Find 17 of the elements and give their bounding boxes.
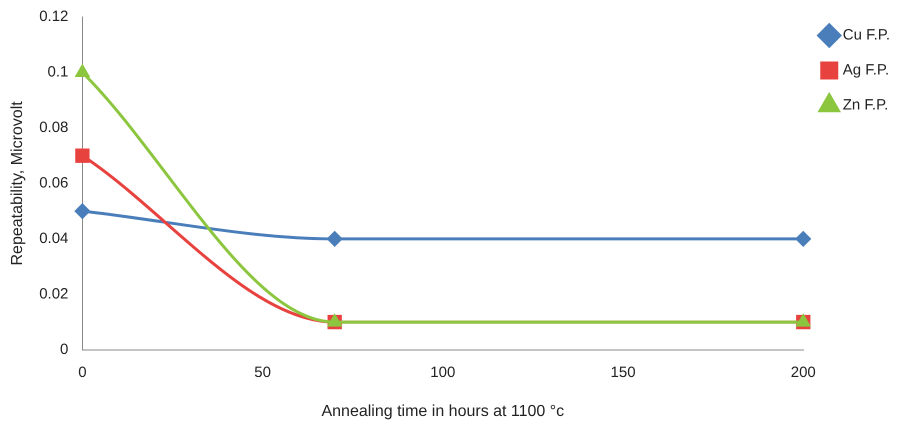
- legend-label: Zn F.P.: [842, 96, 888, 114]
- legend-label: Ag F.P.: [842, 62, 890, 79]
- x-axis-title: Annealing time in hours at 1100 °c: [321, 402, 564, 420]
- y-axis-title: Repeatability, Microvolt: [9, 100, 26, 266]
- y-tick-label: 0: [60, 340, 68, 358]
- x-tick-label: 200: [790, 364, 816, 381]
- y-tick-label: 0.08: [39, 119, 68, 136]
- y-tick-label: 0.04: [39, 230, 68, 248]
- y-tick-label: 0.06: [39, 174, 68, 192]
- y-tick-label: 0.12: [39, 8, 68, 26]
- x-tick-label: 150: [610, 364, 636, 381]
- y-tick-label: 0.02: [39, 285, 68, 302]
- legend-label: Cu F.P.: [842, 26, 890, 44]
- x-tick-label: 100: [430, 364, 456, 381]
- x-tick-label: 0: [78, 364, 87, 381]
- x-tick-label: 50: [254, 364, 271, 381]
- y-tick-label: 0.1: [48, 64, 68, 81]
